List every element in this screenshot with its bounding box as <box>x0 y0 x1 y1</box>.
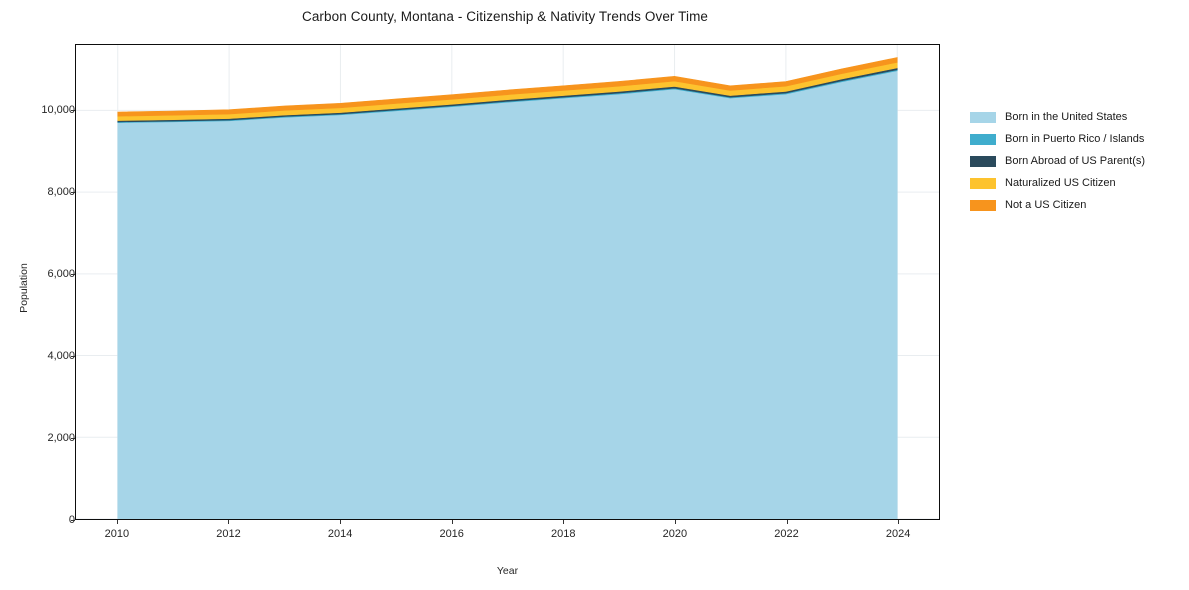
y-tick-mark <box>71 191 75 193</box>
y-tick-mark <box>71 273 75 275</box>
x-tick-mark <box>116 520 118 524</box>
x-tick-mark <box>451 520 453 524</box>
legend-color-swatch <box>970 177 996 189</box>
x-tick-label: 2016 <box>439 528 464 540</box>
x-axis-label: Year <box>496 565 519 577</box>
x-tick-mark <box>563 520 565 524</box>
legend-item-label: Naturalized US Citizen <box>1005 177 1116 189</box>
legend-item[interactable]: Born in Puerto Rico / Islands <box>970 128 1185 150</box>
legend-item-label: Born in the United States <box>1005 111 1128 123</box>
legend-item[interactable]: Not a US Citizen <box>970 194 1185 216</box>
y-tick-label: 4,000 <box>47 349 75 362</box>
y-tick-mark <box>71 520 75 521</box>
x-tick-label: 2022 <box>774 528 799 540</box>
legend-color-swatch <box>970 155 996 167</box>
y-tick-label: 10,000 <box>41 103 75 116</box>
y-tick-label: 2,000 <box>47 431 75 444</box>
legend-item[interactable]: Naturalized US Citizen <box>970 172 1185 194</box>
y-tick-label: 8,000 <box>47 185 75 198</box>
legend-color-swatch <box>970 133 996 145</box>
legend-item-label: Born Abroad of US Parent(s) <box>1005 155 1146 167</box>
legend-item[interactable]: Born Abroad of US Parent(s) <box>970 150 1185 172</box>
y-axis-label: Population <box>18 263 30 313</box>
y-tick-label: 6,000 <box>47 267 75 280</box>
x-tick-mark <box>898 520 900 524</box>
legend-item-label: Born in Puerto Rico / Islands <box>1005 133 1145 145</box>
x-tick-label: 2024 <box>885 528 911 540</box>
x-tick-label: 2010 <box>104 528 130 540</box>
x-axis: 2010 2012 2014 2016 2018 2020 2022 2024 <box>75 520 940 550</box>
plot-area <box>75 44 940 520</box>
plot-frame <box>75 44 940 520</box>
x-tick-label: 2020 <box>662 528 688 540</box>
legend-color-swatch <box>970 111 996 123</box>
legend-item[interactable]: Born in the United States <box>970 106 1185 128</box>
y-tick-mark <box>71 437 75 439</box>
x-tick-label: 2012 <box>216 528 241 540</box>
legend-item-label: Not a US Citizen <box>1005 199 1087 211</box>
legend-color-swatch <box>970 199 996 211</box>
x-tick-label: 2018 <box>551 528 576 540</box>
x-tick-label: 2014 <box>327 528 353 540</box>
y-tick-mark <box>71 109 75 111</box>
x-tick-mark <box>674 520 676 524</box>
y-tick-label: 0 <box>13 514 75 526</box>
stacked-area-plot <box>76 45 939 519</box>
chart-title: Carbon County, Montana - Citizenship & N… <box>301 9 709 24</box>
x-tick-mark <box>340 520 342 524</box>
x-tick-mark <box>228 520 230 524</box>
x-tick-mark <box>786 520 788 524</box>
y-axis: 0 2,000 4,000 6,000 8,000 10,000 <box>0 44 75 526</box>
y-tick-mark <box>71 355 75 357</box>
chart-legend: Born in the United States Born in Puerto … <box>970 106 1185 216</box>
